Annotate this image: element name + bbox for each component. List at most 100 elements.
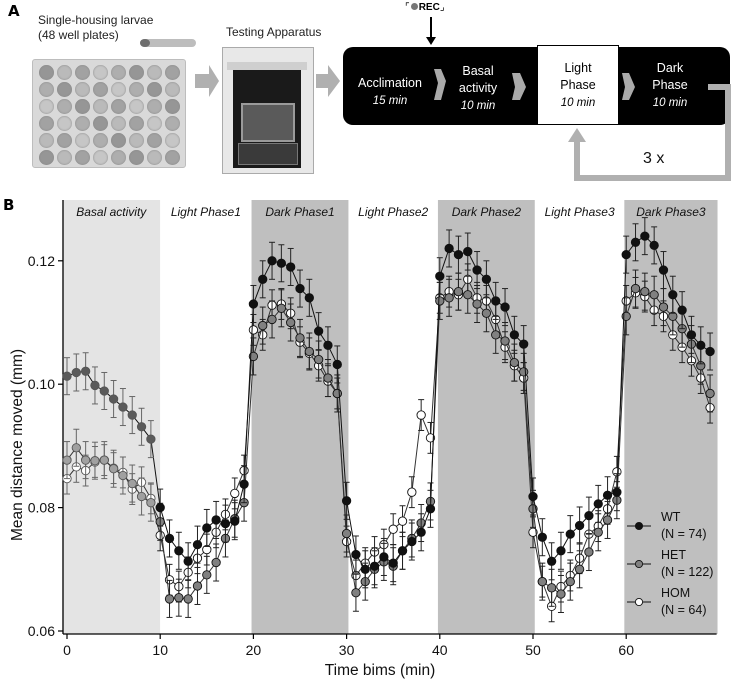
data-point-wt [369, 561, 380, 571]
well-icon [147, 65, 162, 80]
data-point-wt [295, 283, 305, 294]
legend-n-het: (N = 122) [661, 565, 713, 579]
repeat-loop-arrow-icon [574, 84, 731, 181]
data-point-wt [537, 532, 547, 542]
data-point-het [258, 320, 268, 331]
data-point-wt [425, 504, 436, 514]
data-point-wt [332, 359, 342, 370]
data-point-wt [509, 330, 520, 340]
apparatus-caption: Testing Apparatus [226, 25, 322, 39]
data-point-wt [192, 539, 203, 550]
well-icon [165, 150, 180, 165]
step-basal-activity: Basal activity 10 min [447, 63, 509, 115]
data-point-het [304, 346, 314, 357]
data-point-wt [239, 479, 249, 489]
x-tick-label: 10 [152, 642, 168, 658]
data-point-het [537, 576, 547, 587]
data-point-wt [435, 271, 445, 281]
housing-caption-line1: Single-housing larvae [38, 13, 154, 27]
data-point-wt [696, 340, 706, 350]
data-point-wt [668, 290, 678, 300]
well-icon [93, 99, 108, 114]
well-icon [111, 150, 126, 165]
data-point-wt [574, 520, 585, 531]
data-point-het [202, 570, 212, 580]
data-point-het [640, 286, 650, 297]
well-plate-image [32, 59, 186, 168]
data-point-wt [593, 499, 603, 509]
data-point-wt [453, 249, 464, 260]
well-icon [111, 116, 126, 131]
data-point-het [481, 308, 492, 318]
data-point-het [649, 290, 659, 300]
well-icon [39, 150, 54, 165]
x-axis-title: Time bims (min) [325, 662, 436, 679]
phase-band [62, 200, 161, 634]
data-point-het [351, 588, 361, 598]
data-point-het [546, 583, 557, 593]
data-point-het [192, 581, 203, 591]
data-point-het [491, 330, 501, 340]
housing-caption-line2: (48 well plates) [38, 28, 119, 42]
data-point-het [463, 290, 473, 300]
data-point-wt [220, 518, 231, 529]
data-point-wt [118, 402, 128, 412]
x-tick-label: 0 [63, 642, 71, 658]
data-point-hom [416, 410, 426, 420]
well-icon [165, 82, 180, 97]
data-point-wt [388, 558, 398, 568]
data-point-het [62, 455, 72, 465]
panel-a-label: A [8, 2, 20, 20]
well-icon [111, 99, 126, 114]
arrow-apparatus-to-flow-icon [316, 65, 340, 97]
well-icon [39, 133, 54, 148]
well-icon [93, 116, 108, 131]
phase-label: Light Phase3 [545, 205, 615, 219]
y-axis-title: Mean distance moved (mm) [9, 349, 26, 541]
data-point-het [174, 593, 184, 603]
light-phase-box [537, 45, 619, 125]
phase-label: Dark Phase3 [636, 205, 706, 219]
data-point-wt [62, 371, 72, 381]
data-point-wt [528, 491, 538, 502]
well-icon [111, 82, 126, 97]
step-acclimation-name: Acclimation [358, 76, 422, 90]
data-point-wt [397, 546, 408, 556]
rec-indicator: ⌜ REC⌟ [405, 2, 445, 13]
data-point-het [332, 388, 342, 399]
data-point-wt [80, 366, 91, 376]
data-point-wt [183, 556, 193, 566]
well-icon [147, 133, 162, 148]
data-point-wt [705, 346, 715, 357]
data-point-wt [640, 231, 650, 241]
data-point-wt [360, 564, 370, 574]
data-point-het [99, 455, 109, 465]
data-point-wt [407, 536, 417, 547]
data-point-hom [528, 527, 538, 537]
phase-label: Light Phase2 [358, 205, 428, 219]
step-light-name-line2: Phase [560, 78, 596, 92]
step-acclimation-duration: 15 min [372, 95, 408, 107]
step-basal-duration: 10 min [460, 100, 496, 112]
data-point-het [602, 515, 613, 525]
data-point-wt [71, 367, 81, 378]
x-tick-label: 20 [246, 642, 262, 658]
data-point-wt [248, 299, 259, 309]
data-point-het [118, 470, 128, 481]
chevron-arrow-icon [434, 69, 446, 100]
data-point-het [341, 528, 352, 539]
data-point-het [90, 456, 100, 466]
well-icon [129, 133, 144, 148]
well-icon [57, 116, 72, 131]
well-icon [39, 82, 54, 97]
data-point-het [276, 303, 287, 313]
well-icon [165, 99, 180, 114]
legend-marker-het [634, 559, 644, 569]
step-dark-name-line2: Phase [652, 78, 688, 92]
data-point-wt [304, 293, 314, 303]
data-point-wt [90, 380, 100, 391]
well-icon [57, 99, 72, 114]
data-point-wt [164, 533, 175, 544]
data-point-het [211, 557, 221, 568]
well-icon [165, 116, 180, 131]
